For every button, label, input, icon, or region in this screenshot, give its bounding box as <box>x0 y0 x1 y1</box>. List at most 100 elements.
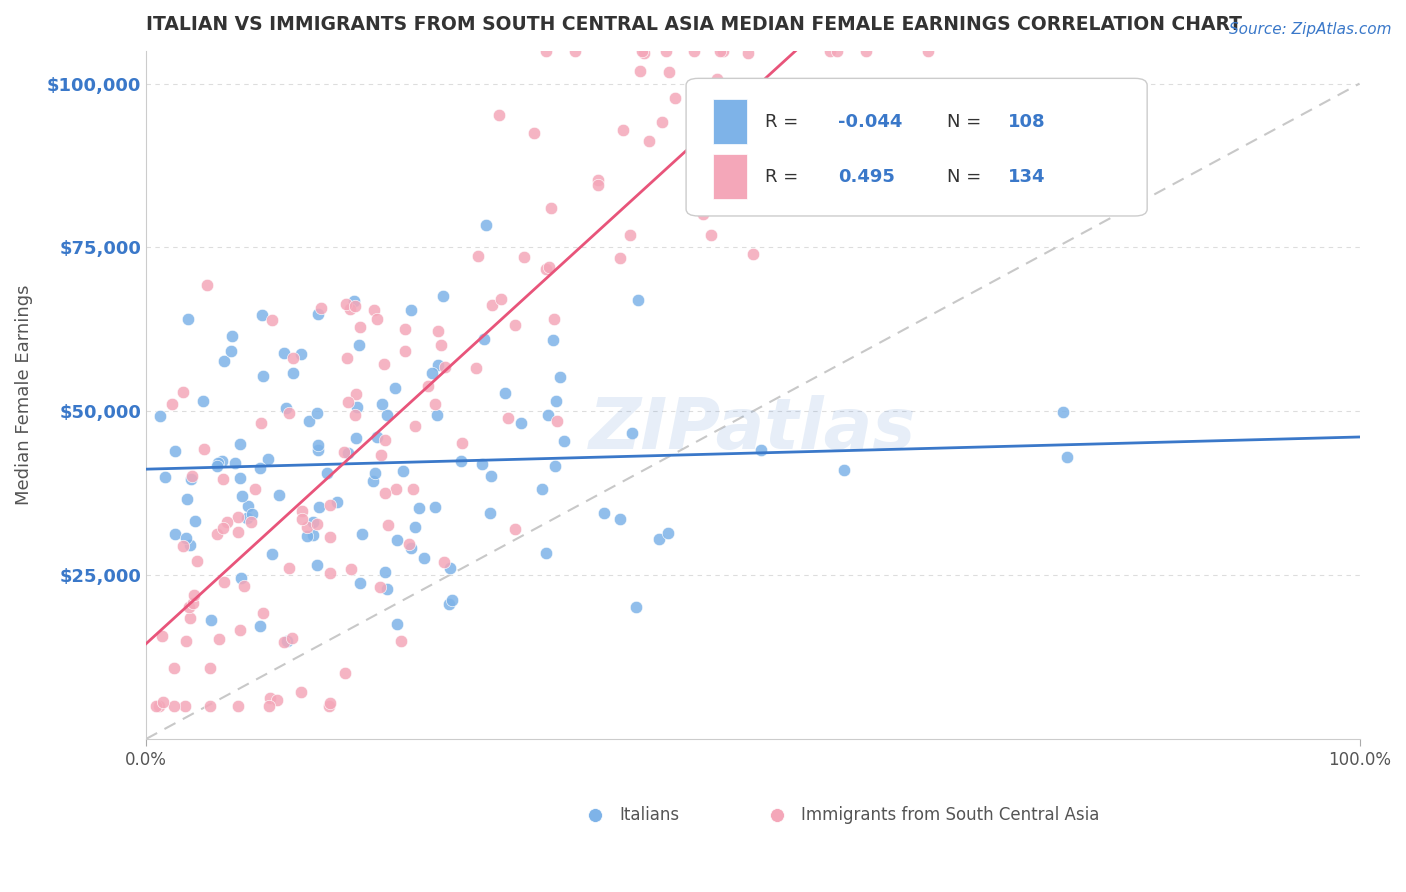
Point <box>152 695 174 709</box>
Point <box>150 629 173 643</box>
Point <box>548 370 571 384</box>
Point <box>229 471 252 485</box>
Point <box>394 322 416 336</box>
Point <box>564 44 586 58</box>
Point <box>427 324 450 338</box>
Point <box>249 619 271 633</box>
Point <box>339 302 361 317</box>
Point <box>332 444 354 458</box>
Point <box>404 520 426 534</box>
Point <box>377 518 399 533</box>
Point <box>394 344 416 359</box>
Point <box>249 461 271 475</box>
Point <box>418 378 440 392</box>
Point <box>180 472 202 486</box>
Point <box>588 173 610 187</box>
Point <box>513 250 536 264</box>
Point <box>917 44 939 58</box>
Point <box>215 515 238 529</box>
Point <box>183 514 205 528</box>
Point <box>664 91 686 105</box>
Point <box>737 46 759 61</box>
Point <box>316 466 339 480</box>
Point <box>302 528 325 542</box>
Point <box>262 547 284 561</box>
Point <box>229 623 252 637</box>
Point <box>177 312 200 326</box>
Point <box>252 369 274 384</box>
Point <box>648 532 671 546</box>
Y-axis label: Median Female Earnings: Median Female Earnings <box>15 285 32 505</box>
Point <box>259 691 281 706</box>
Point <box>766 731 789 746</box>
Point <box>239 515 262 529</box>
Point <box>214 354 236 368</box>
Point <box>349 320 371 334</box>
Point <box>363 474 385 488</box>
Point <box>612 122 634 136</box>
Point <box>374 566 396 580</box>
Point <box>546 414 568 428</box>
Point <box>433 360 456 375</box>
Point <box>423 500 446 514</box>
Text: 0.495: 0.495 <box>838 168 894 186</box>
Point <box>709 44 731 58</box>
Point <box>467 249 489 263</box>
Point <box>280 631 302 645</box>
Point <box>212 575 235 590</box>
Point <box>186 554 208 568</box>
Point <box>198 660 221 674</box>
Point <box>291 504 314 518</box>
FancyBboxPatch shape <box>686 78 1147 216</box>
Point <box>609 512 631 526</box>
Point <box>308 500 330 514</box>
Point <box>226 699 249 714</box>
Point <box>503 318 526 332</box>
Point <box>375 408 398 422</box>
Point <box>478 506 501 520</box>
Point <box>318 498 340 512</box>
Point <box>290 684 312 698</box>
Point <box>207 456 229 470</box>
Point <box>451 435 474 450</box>
Point <box>233 579 256 593</box>
Point <box>163 661 186 675</box>
Point <box>553 434 575 448</box>
Point <box>262 313 284 327</box>
Point <box>510 416 533 430</box>
Point <box>243 483 266 497</box>
Point <box>229 571 252 585</box>
Point <box>825 44 848 58</box>
Point <box>364 467 387 481</box>
Point <box>290 347 312 361</box>
Point <box>231 489 253 503</box>
Point <box>347 337 370 351</box>
Point <box>488 108 510 122</box>
Point <box>433 555 456 569</box>
Point <box>363 303 385 318</box>
Point <box>181 468 204 483</box>
Point <box>267 488 290 502</box>
Point <box>224 456 246 470</box>
Point <box>503 522 526 536</box>
Point <box>398 537 420 551</box>
Point <box>174 699 197 714</box>
Point <box>333 665 356 680</box>
Point <box>440 593 463 607</box>
Point <box>496 410 519 425</box>
Point <box>700 227 723 242</box>
Point <box>384 381 406 395</box>
Point <box>283 351 305 365</box>
Text: Immigrants from South Central Asia: Immigrants from South Central Asia <box>801 805 1099 823</box>
Point <box>174 634 197 648</box>
Point <box>219 343 242 358</box>
Point <box>420 366 443 380</box>
Point <box>474 218 496 232</box>
Text: ZIPatlas: ZIPatlas <box>589 395 917 464</box>
Point <box>481 298 503 312</box>
Point <box>238 499 260 513</box>
Point <box>534 44 557 58</box>
Point <box>609 251 631 265</box>
Point <box>172 384 194 399</box>
Point <box>335 297 357 311</box>
